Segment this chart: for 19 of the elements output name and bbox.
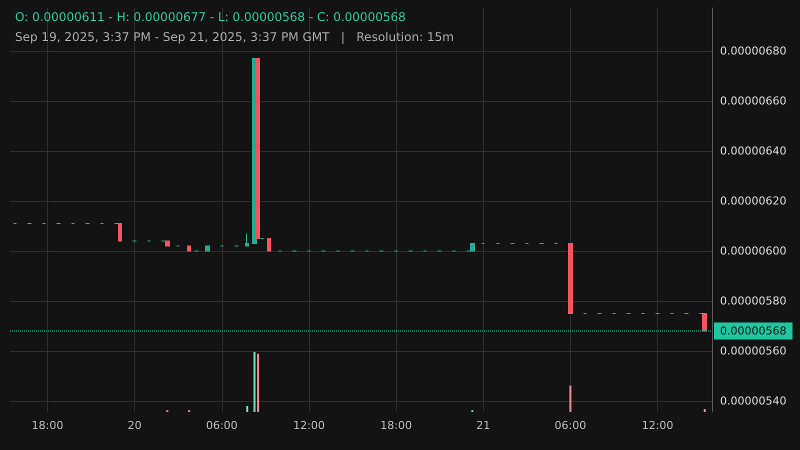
x-tick-label: 18:00: [32, 419, 64, 432]
y-tick-label: 0.00000560: [720, 344, 786, 358]
x-tick-label: 06:00: [206, 419, 238, 432]
x-tick-label: 06:00: [554, 419, 586, 432]
x-tick-label: 20: [128, 419, 142, 432]
y-tick-label: 0.00000540: [720, 394, 786, 408]
y-tick-label: 0.00000640: [720, 144, 786, 158]
y-tick-label: 0.00000580: [720, 294, 786, 308]
ref-line-label: 0.00000568: [720, 324, 786, 338]
x-tick-label: 12:00: [293, 419, 325, 432]
chart-title: O: 0.00000611 - H: 0.00000677 - L: 0.00000568 - C: 0.00000568: [15, 10, 406, 24]
y-tick-label: 0.00000660: [720, 94, 786, 108]
x-tick-label: 12:00: [642, 419, 674, 432]
x-tick-label: 21: [476, 419, 490, 432]
y-tick-label: 0.00000600: [720, 244, 786, 258]
x-tick-label: 18:00: [380, 419, 412, 432]
text: Sep 19, 2025, 3:37 PM - Sep 21, 2025, 3:37 PM GMT | Resolution: 15m: [15, 30, 454, 44]
y-tick-label: 0.00000680: [720, 44, 786, 58]
y-tick-label: 0.00000620: [720, 194, 786, 208]
